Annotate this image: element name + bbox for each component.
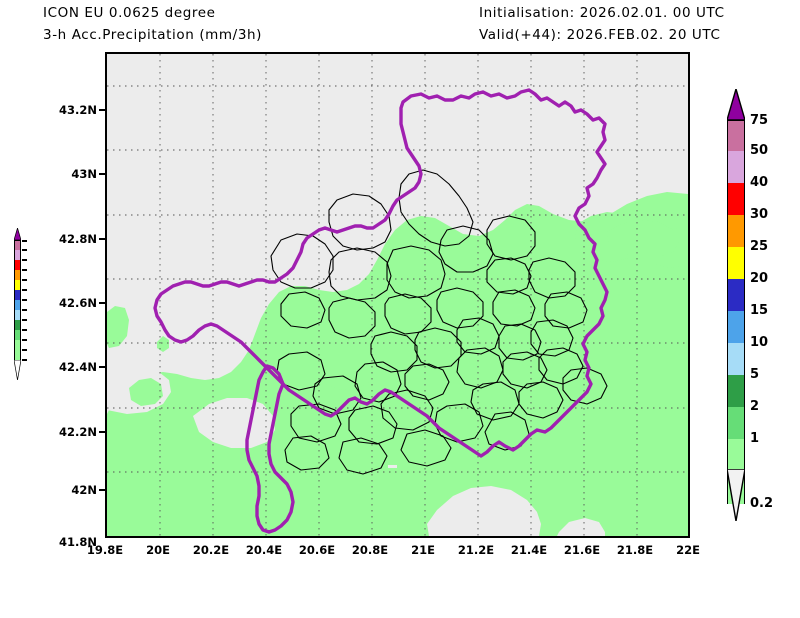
mini-colorbar-band-2 [14,329,27,340]
xtick-label-20.4E: 20.4E [245,543,283,557]
ytick-mark [99,431,106,433]
national-border-kosovo [153,88,609,534]
xtick-label-21.4E: 21.4E [510,543,548,557]
ytick-mark [99,173,106,175]
municipality-boundaries [270,169,608,475]
colorbar-band-5[interactable]: 5 [727,368,759,407]
colorbar-tick-15: 15 [750,303,769,318]
precipitation-shading-layer [107,192,688,536]
colorbar-band-15[interactable]: 15 [727,304,768,343]
mini-colorbar[interactable] [14,240,27,361]
colorbar[interactable]: 75 50 40 30 25 20 15 10 5 2 1 0.2 [727,114,773,510]
xtick-label-21.2E: 21.2E [457,543,495,557]
model-title: ICON EU 0.0625 degree [43,5,216,21]
xtick-label-21E: 21E [411,543,435,557]
colorbar-tick-2: 2 [750,399,760,414]
colorbar-band-30[interactable]: 30 [727,208,768,247]
xtick-label-19.8E: 19.8E [86,543,124,557]
mini-colorbar-under-arrow [14,360,21,380]
mini-colorbar-band-40 [14,259,27,270]
colorbar-over-arrow [727,89,745,120]
xtick-label-20.8E: 20.8E [351,543,389,557]
valid-time: Valid(+44): 2026.FEB.02. 20 UTC [479,27,721,43]
mini-colorbar-band-15 [14,299,27,310]
colorbar-band-1[interactable]: 1 [727,432,759,471]
colorbar-band-20[interactable]: 20 [727,272,768,311]
colorbar-band-2[interactable]: 2 [727,400,759,439]
ytick-label-42.4N: 42.4N [59,360,97,374]
colorbar-tick-0.2: 0.2 [750,496,774,511]
colorbar-band-50[interactable]: 50 [727,144,768,183]
colorbar-band-75[interactable]: 75 [727,114,768,151]
colorbar-tick-30: 30 [750,207,769,222]
mini-colorbar-band-10 [14,309,27,320]
ytick-label-42.6N: 42.6N [59,296,97,310]
ytick-mark [99,489,106,491]
mini-colorbar-band-30 [14,269,27,280]
mini-colorbar-band-0.2 [14,349,27,361]
colorbar-band-25[interactable]: 25 [727,240,768,279]
mini-colorbar-band-75 [14,240,27,250]
colorbar-under-arrow [727,469,745,521]
graticule-grid [107,54,688,536]
ytick-label-41.8N: 41.8N [59,535,97,549]
colorbar-band-40[interactable]: 40 [727,176,768,215]
field-title: 3-h Acc.Precipitation (mm/3h) [43,27,263,43]
ytick-label-43.2N: 43.2N [59,103,97,117]
colorbar-tick-1: 1 [750,431,760,446]
xtick-label-20.2E: 20.2E [192,543,230,557]
ytick-label-42.8N: 42.8N [59,232,97,246]
xtick-label-22E: 22E [676,543,700,557]
colorbar-tick-20: 20 [750,271,769,286]
ytick-label-42.2N: 42.2N [59,425,97,439]
ytick-label-43N: 43N [71,167,97,181]
colorbar-band-10[interactable]: 10 [727,336,768,375]
xtick-label-20E: 20E [146,543,170,557]
xtick-label-21.8E: 21.8E [616,543,654,557]
mini-colorbar-band-5 [14,319,27,330]
map-plot-area[interactable] [105,52,690,538]
ytick-mark [99,302,106,304]
mini-colorbar-over-arrow [14,228,21,240]
ytick-mark [99,109,106,111]
xtick-label-21.6E: 21.6E [563,543,601,557]
xtick-label-20.6E: 20.6E [298,543,336,557]
colorbar-tick-50: 50 [750,143,769,158]
mini-colorbar-band-50 [14,249,27,260]
colorbar-tick-5: 5 [750,367,760,382]
mini-colorbar-band-25 [14,279,27,290]
map-canvas [107,54,688,536]
colorbar-tick-10: 10 [750,335,769,350]
ytick-label-42N: 42N [71,483,97,497]
colorbar-tick-25: 25 [750,239,769,254]
colorbar-tick-40: 40 [750,175,769,190]
initialisation-time: Initialisation: 2026.02.01. 00 UTC [479,5,725,21]
ytick-mark [99,238,106,240]
colorbar-tick-75: 75 [750,113,769,128]
mini-colorbar-band-1 [14,339,27,350]
mini-colorbar-band-20 [14,289,27,300]
ytick-mark [99,366,106,368]
